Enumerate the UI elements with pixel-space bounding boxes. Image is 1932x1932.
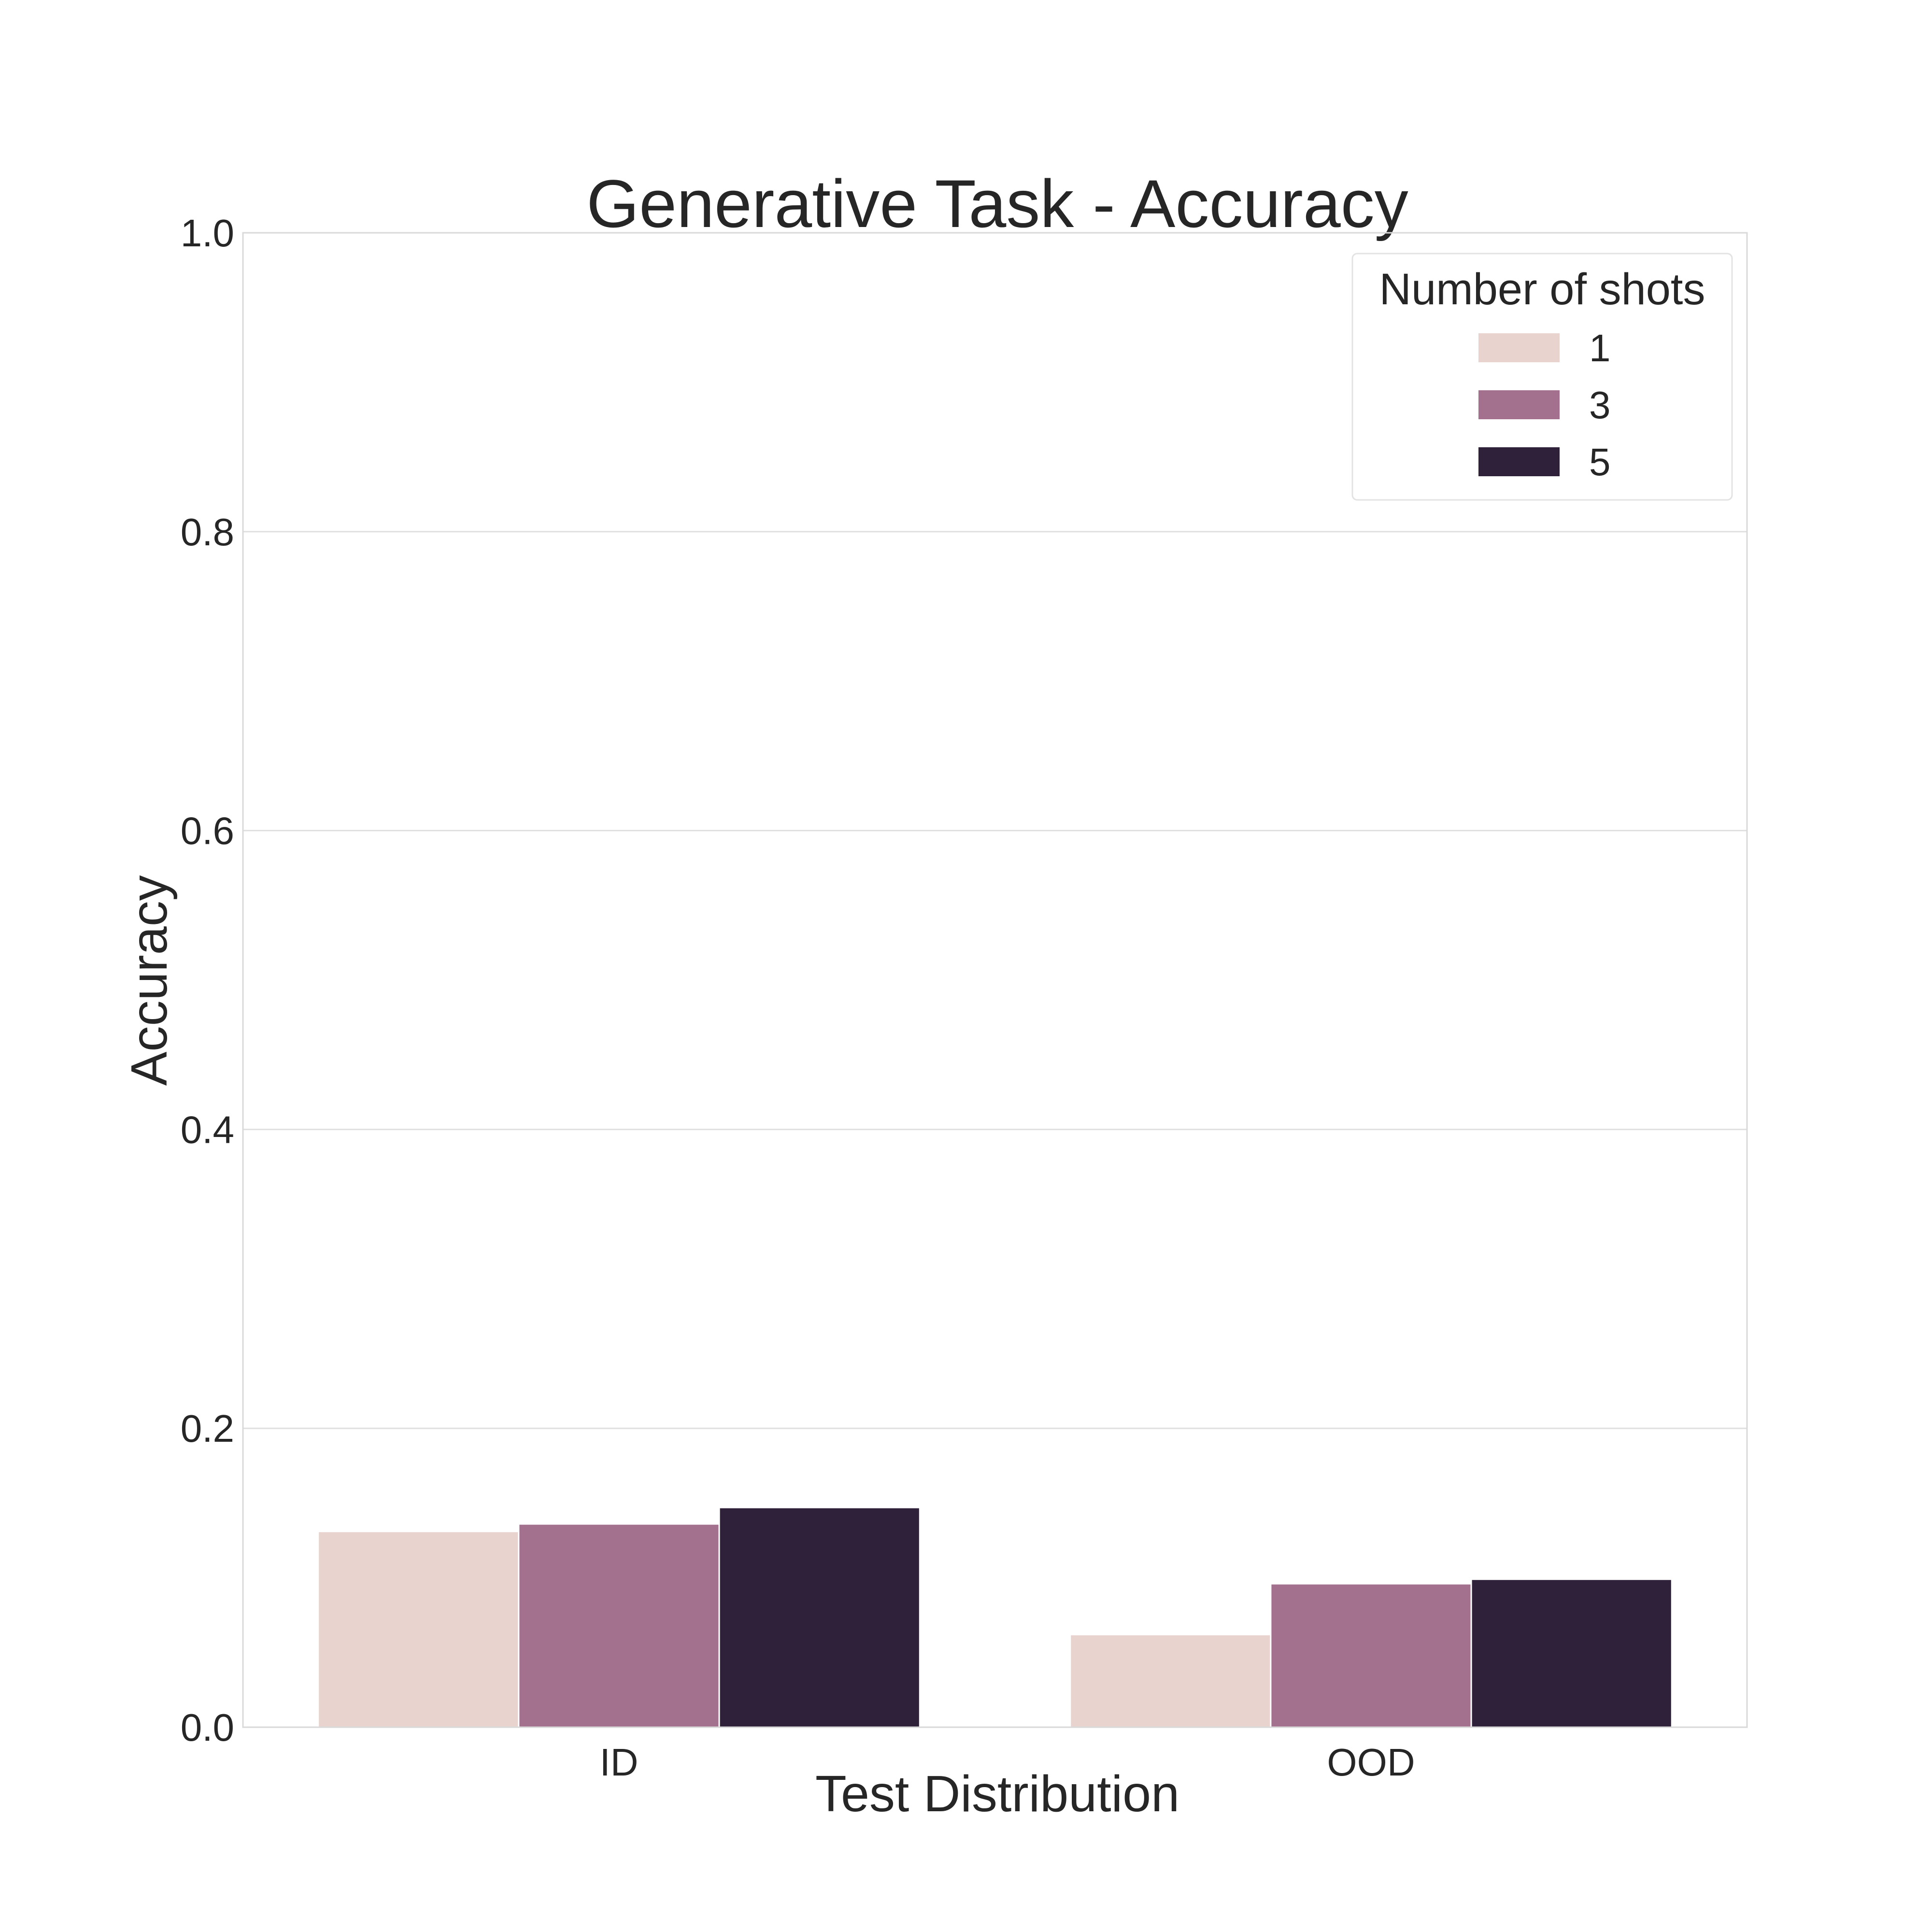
y-tick-label-4: 0.8: [181, 511, 234, 554]
y-axis-label: Accuracy: [121, 875, 178, 1086]
x-axis-label: Test Distribution: [815, 1765, 1179, 1822]
bar-id-shots-3: [518, 1523, 720, 1728]
legend-title: Number of shots: [1379, 265, 1705, 314]
bar-id-shots-1: [317, 1531, 520, 1728]
bar-id-shots-5: [718, 1506, 921, 1728]
y-tick-label-0: 0.0: [181, 1706, 234, 1749]
bar-ood-shots-1: [1069, 1634, 1272, 1728]
x-tick-label-id: ID: [600, 1741, 639, 1784]
y-tick-label-1: 0.2: [181, 1407, 234, 1450]
legend: Number of shots 1 3 5: [1351, 253, 1733, 501]
x-tick-label-ood: OOD: [1327, 1741, 1415, 1784]
legend-label-1: 1: [1589, 327, 1611, 369]
x-tick-labels: ID OOD: [600, 1741, 1415, 1784]
legend-label-5: 5: [1589, 440, 1611, 483]
y-tick-label-5: 1.0: [181, 212, 234, 255]
bar-ood-shots-5: [1470, 1578, 1673, 1728]
legend-swatch-5: [1478, 447, 1560, 476]
bar-ood-shots-3: [1270, 1583, 1472, 1728]
legend-label-3: 3: [1589, 384, 1611, 426]
y-tick-label-2: 0.4: [181, 1108, 234, 1151]
plot-area-frame: [242, 232, 1748, 1728]
legend-swatch-1: [1478, 333, 1560, 362]
chart-title: Generative Task - Accuracy: [586, 166, 1408, 242]
legend-swatch-3: [1478, 390, 1560, 419]
y-tick-labels: 0.0 0.2 0.4 0.6 0.8 1.0: [181, 212, 234, 1749]
legend-box: [1351, 253, 1733, 501]
bars: [317, 1506, 1673, 1728]
legend-items: 1 3 5: [1478, 327, 1611, 483]
y-tick-label-3: 0.6: [181, 810, 234, 852]
